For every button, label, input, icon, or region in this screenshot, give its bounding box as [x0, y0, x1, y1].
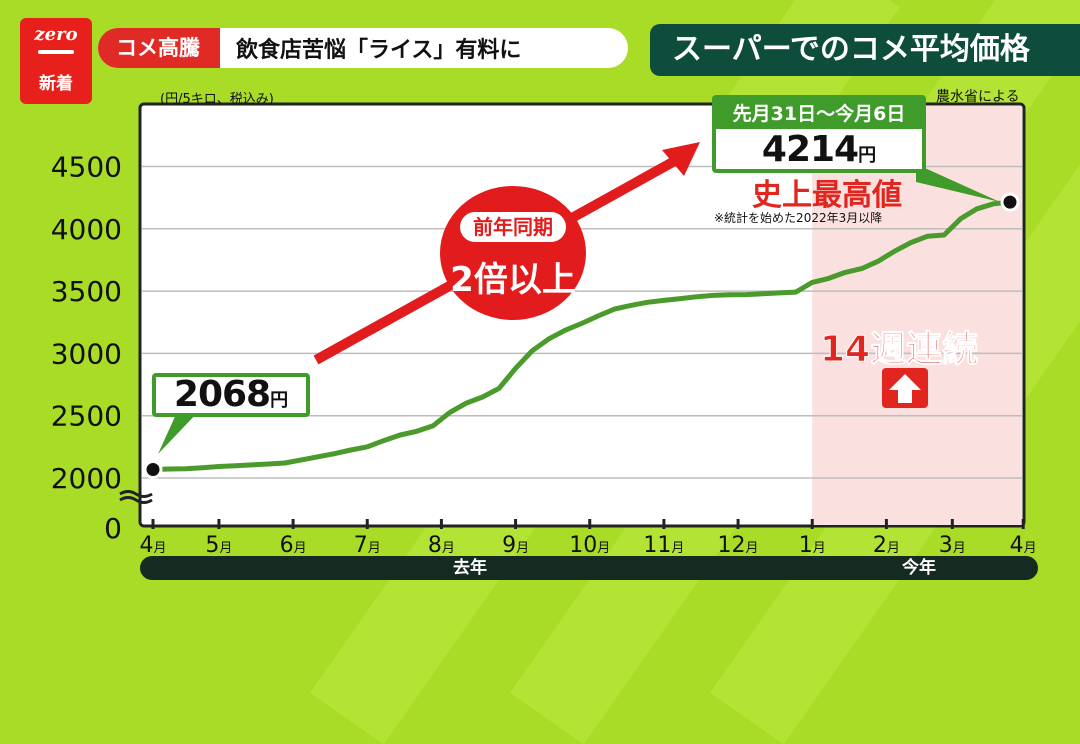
- up-arrow-icon: [889, 374, 921, 403]
- logo-mark-icon: [38, 50, 74, 54]
- end-value: 4214: [761, 129, 859, 170]
- end-period: 先月31日～今月6日: [716, 99, 922, 129]
- price-line: [152, 199, 1011, 472]
- yen-unit: 円: [858, 145, 877, 166]
- yoy-badge: 前年同期 2倍以上: [440, 186, 586, 320]
- source-label: 農水省による: [936, 89, 1020, 105]
- x-tick-label: 9月: [502, 533, 529, 558]
- y-tick-label: 3500: [51, 275, 122, 308]
- x-tick-label: 1月: [799, 533, 826, 558]
- x-tick-label: 5月: [205, 533, 232, 558]
- x-tick-label: 2月: [873, 533, 900, 558]
- yen-unit: 円: [270, 390, 289, 411]
- plot-area: [138, 102, 1026, 528]
- end-callout-pointer: [916, 164, 1000, 202]
- headline-banner: コメ高騰 飲食店苦悩「ライス」有料に: [98, 28, 628, 68]
- start-point-marker: [143, 460, 163, 480]
- headline-text: 飲食店苦悩「ライス」有料に: [236, 38, 522, 63]
- new-label: 新着: [39, 74, 73, 94]
- x-tick-label: 4月: [139, 533, 166, 558]
- x-tick-label: 4月: [1010, 533, 1037, 558]
- x-tick-label: 7月: [354, 533, 381, 558]
- start-value-callout: 2068円: [152, 373, 310, 417]
- headline-tag: コメ高騰: [98, 28, 220, 68]
- period-bar-last-year: 去年: [140, 556, 800, 580]
- x-tick-label: 8月: [428, 533, 455, 558]
- x-tick-label: 11月: [643, 533, 684, 558]
- price-chart: 4500 4000 3500 3000 2500 2000 0 4月 5月 6月 7月 8月 9月 10…: [51, 102, 1037, 558]
- x-tick-label: 6月: [280, 533, 307, 558]
- x-tick-label: 3月: [939, 533, 966, 558]
- channel-logo: zero 新着: [20, 18, 92, 104]
- period-bar-this-year: 今年: [800, 556, 1038, 580]
- start-value: 2068: [173, 374, 271, 415]
- end-value-callout: 先月31日～今月6日 4214円: [712, 95, 926, 173]
- end-point-marker: [1000, 192, 1020, 212]
- axis-break-mark: [119, 490, 153, 504]
- y-tick-label: 3000: [51, 337, 122, 370]
- logo-text: zero: [34, 24, 78, 45]
- record-note: ※統計を始めた2022年3月以降: [714, 211, 883, 225]
- y-tick-label: 4000: [51, 213, 122, 246]
- unit-label: (円/5キロ、税込み): [160, 92, 274, 107]
- record-high-label: 史上最高値: [752, 178, 902, 213]
- y-tick-label: 2000: [51, 462, 122, 495]
- y-tick-label: 2500: [51, 400, 122, 433]
- consecutive-weeks-label: 14週連続: [819, 329, 979, 371]
- yoy-label: 前年同期: [460, 212, 566, 242]
- y-tick-label: 0: [104, 512, 122, 545]
- corner-title: スーパーでのコメ平均価格: [650, 24, 1080, 76]
- y-tick-label: 4500: [51, 150, 122, 183]
- x-tick-label: 12月: [718, 533, 759, 558]
- trend-arrow-head: [662, 142, 700, 176]
- start-callout-pointer: [158, 410, 200, 454]
- x-tick-label: 10月: [569, 533, 610, 558]
- up-indicator: [882, 368, 928, 408]
- yoy-value: 2倍以上: [450, 260, 576, 300]
